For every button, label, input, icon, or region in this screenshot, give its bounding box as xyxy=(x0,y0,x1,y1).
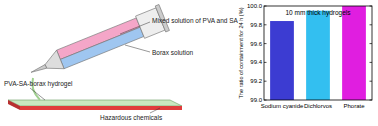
barrel-borax xyxy=(60,27,143,68)
bar xyxy=(270,21,294,100)
nozzle xyxy=(30,65,46,75)
leader xyxy=(30,88,45,100)
diagram-label: Mixed solution of PVA and SA xyxy=(152,17,239,24)
y-tick xyxy=(264,81,267,82)
y-tick-right xyxy=(370,81,373,82)
x-tick-label: Sodium cyanide xyxy=(261,103,304,109)
y-tick-label: 99.8 xyxy=(250,22,262,28)
mixer xyxy=(42,50,64,75)
y-tick xyxy=(264,43,267,44)
diagram-label: Borax solution xyxy=(152,49,194,56)
plot-frame xyxy=(264,6,372,100)
y-tick xyxy=(264,62,267,63)
bar xyxy=(306,11,330,100)
leader xyxy=(150,108,160,113)
leader xyxy=(120,22,150,34)
leader xyxy=(125,45,150,52)
y-tick-label: 100.0 xyxy=(247,3,263,9)
x-tick-label: Dichlorvos xyxy=(304,103,332,109)
diagram-label: PVA-SA-borax hydrogel xyxy=(4,80,73,88)
y-tick-label: 99.6 xyxy=(250,41,262,47)
y-tick-right xyxy=(370,24,373,25)
y-tick-right xyxy=(370,6,373,7)
y-axis-label: The ratio of containment for 24 h (%) xyxy=(238,7,244,98)
x-tick-label: Phorate xyxy=(343,103,365,109)
bars xyxy=(270,6,366,100)
chart-title: 10 mm thick hydrogels xyxy=(285,9,351,17)
y-tick xyxy=(264,100,267,101)
chemical-layer-side xyxy=(8,100,20,110)
y-tick-label: 99.2 xyxy=(250,78,262,84)
y-tick-label: 99.4 xyxy=(250,59,262,65)
diagram: Mixed solution of PVA and SA Borax soluti… xyxy=(4,4,239,121)
y-tick-right xyxy=(370,62,373,63)
diagram-label: Hazardous chemicals xyxy=(100,114,163,121)
y-tick-right xyxy=(370,43,373,44)
y-tick xyxy=(264,24,267,25)
syringe xyxy=(25,4,169,84)
hydrogel-layer xyxy=(8,100,182,106)
bar xyxy=(342,6,366,100)
y-tick-right xyxy=(370,100,373,101)
graphic: Mixed solution of PVA and SA Borax soluti… xyxy=(0,0,378,126)
y-tick xyxy=(264,6,267,7)
